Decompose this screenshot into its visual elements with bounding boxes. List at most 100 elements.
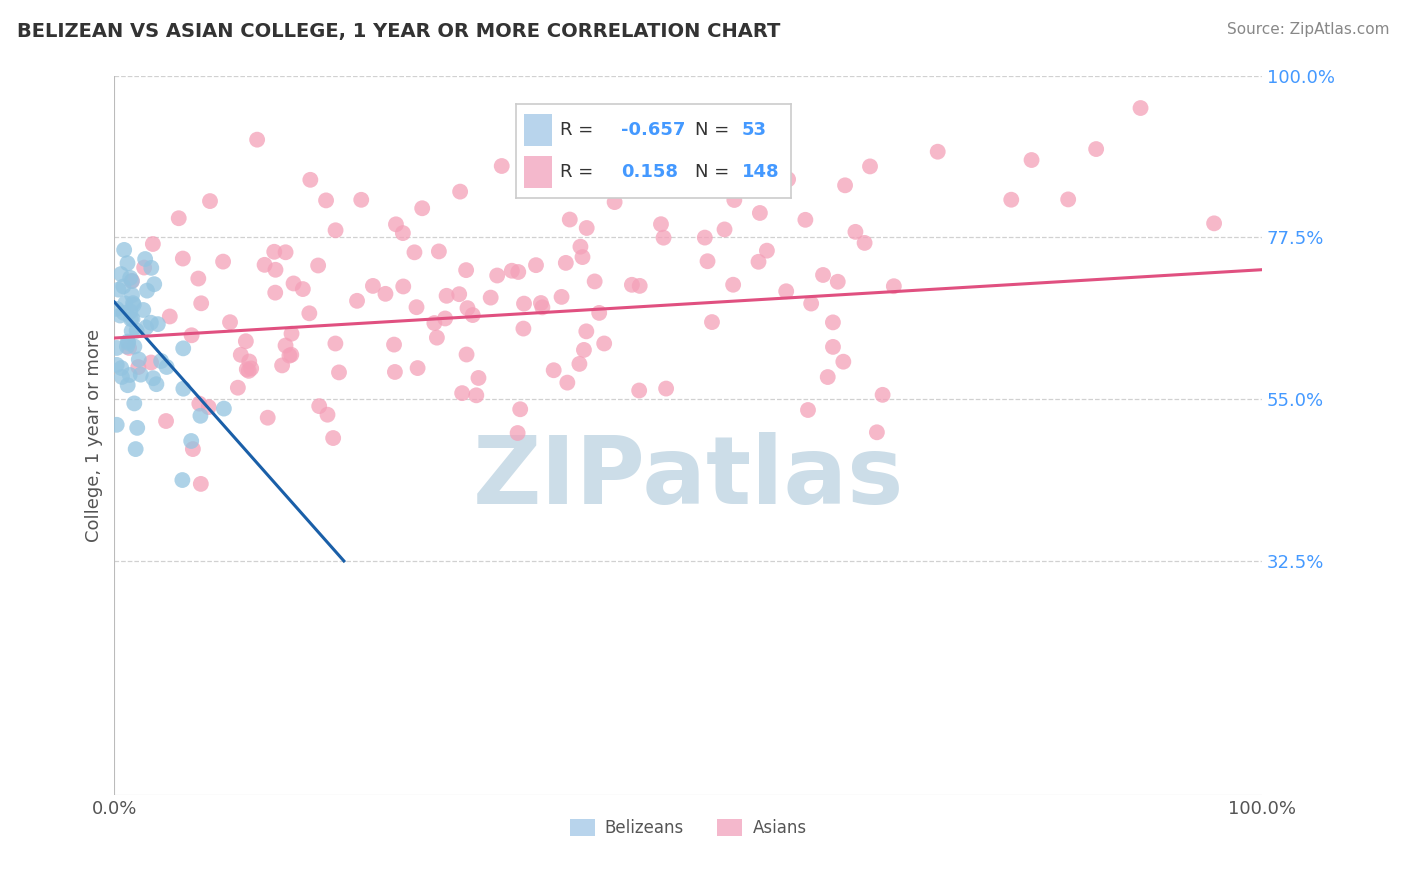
Point: [821, 340, 844, 354]
Point: [128, 352, 150, 367]
Point: [1085, 142, 1108, 156]
Point: [392, 279, 415, 293]
Point: [811, 268, 834, 282]
Point: [298, 306, 321, 320]
Point: [120, 270, 142, 285]
Point: [253, 258, 276, 272]
Point: [436, 289, 458, 303]
Point: [181, 442, 204, 456]
Point: [558, 212, 581, 227]
Point: [859, 160, 882, 174]
Point: [569, 240, 592, 254]
Point: [755, 244, 778, 258]
Point: [1000, 193, 1022, 207]
Point: [190, 409, 212, 423]
Point: [700, 315, 723, 329]
Y-axis label: College, 1 year or more: College, 1 year or more: [86, 328, 103, 541]
Text: ZIPatlas: ZIPatlas: [472, 433, 904, 524]
Point: [219, 315, 242, 329]
Point: [129, 368, 152, 382]
Point: [800, 296, 823, 310]
Point: [121, 324, 143, 338]
Point: [124, 396, 146, 410]
Point: [628, 278, 651, 293]
Point: [172, 252, 194, 266]
Point: [411, 201, 433, 215]
Point: [426, 331, 449, 345]
Point: [122, 296, 145, 310]
Point: [655, 382, 678, 396]
Point: [628, 384, 651, 398]
Point: [382, 337, 405, 351]
Point: [571, 250, 593, 264]
Point: [118, 368, 141, 382]
Point: [1021, 153, 1043, 167]
Point: [449, 287, 471, 301]
Point: [479, 291, 502, 305]
Point: [108, 309, 131, 323]
Point: [238, 364, 260, 378]
Point: [145, 377, 167, 392]
Point: [827, 275, 849, 289]
Point: [461, 308, 484, 322]
Point: [683, 161, 706, 176]
Point: [721, 277, 744, 292]
Point: [405, 300, 427, 314]
Point: [350, 193, 373, 207]
Point: [136, 284, 159, 298]
Point: [121, 274, 143, 288]
Point: [778, 172, 800, 186]
Point: [374, 286, 396, 301]
Point: [927, 145, 949, 159]
Point: [299, 173, 322, 187]
Point: [187, 271, 209, 285]
Point: [1057, 193, 1080, 207]
Point: [134, 260, 156, 275]
Point: [263, 244, 285, 259]
Point: [141, 260, 163, 275]
Point: [456, 301, 478, 315]
Point: [543, 363, 565, 377]
Point: [713, 222, 735, 236]
Point: [229, 348, 252, 362]
Point: [501, 264, 523, 278]
Point: [593, 336, 616, 351]
Point: [491, 159, 513, 173]
Point: [112, 306, 135, 320]
Point: [752, 174, 775, 188]
Point: [794, 212, 817, 227]
Point: [307, 259, 329, 273]
Point: [172, 342, 194, 356]
Point: [135, 320, 157, 334]
Point: [652, 230, 675, 244]
Point: [124, 442, 146, 456]
Point: [620, 277, 643, 292]
Point: [508, 265, 530, 279]
Point: [583, 275, 606, 289]
Point: [834, 178, 856, 193]
Point: [188, 396, 211, 410]
Point: [112, 279, 135, 293]
Point: [278, 349, 301, 363]
Point: [159, 310, 181, 324]
Point: [198, 194, 221, 208]
Point: [150, 354, 173, 368]
Point: [112, 243, 135, 257]
Point: [883, 279, 905, 293]
Point: [406, 361, 429, 376]
Point: [530, 296, 553, 310]
Point: [134, 252, 156, 266]
Point: [748, 206, 770, 220]
Point: [434, 311, 457, 326]
Point: [212, 254, 235, 268]
Point: [575, 324, 598, 338]
Point: [325, 336, 347, 351]
Point: [385, 217, 408, 231]
Point: [853, 235, 876, 250]
Point: [172, 382, 194, 396]
Point: [467, 371, 489, 385]
Point: [114, 296, 136, 310]
Point: [120, 312, 142, 326]
Point: [212, 401, 235, 416]
Point: [316, 408, 339, 422]
